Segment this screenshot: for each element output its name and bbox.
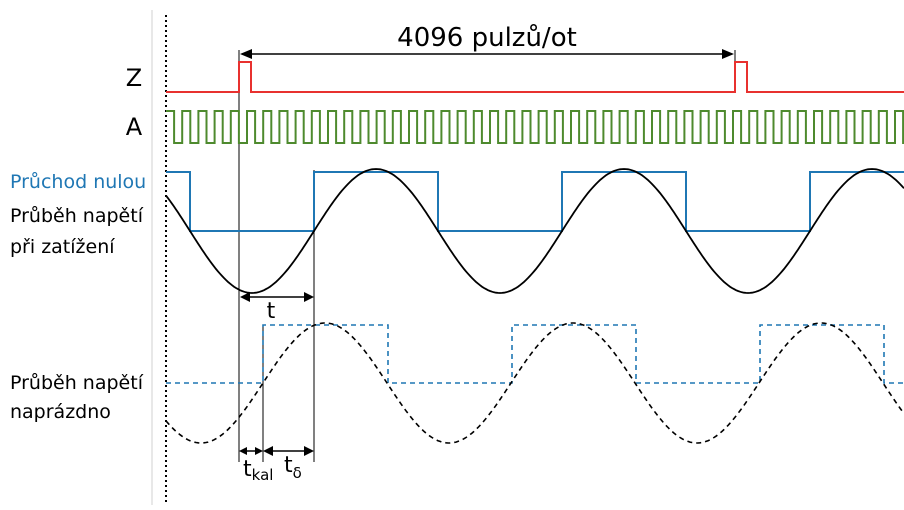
t-delta-arrow-right bbox=[304, 446, 314, 456]
t-label: t bbox=[267, 299, 276, 324]
zero-crossing-label: Průchod nulou bbox=[10, 171, 146, 193]
t-arrow-left bbox=[240, 292, 250, 302]
t-kal-sub: kal bbox=[252, 466, 274, 484]
a-channel-label: A bbox=[126, 113, 143, 141]
t-kal-arrow-left bbox=[239, 447, 247, 455]
load-voltage-label-1: Průběh napětí bbox=[10, 205, 144, 227]
t-arrow-right bbox=[304, 292, 314, 302]
pulses-arrow-left bbox=[240, 49, 252, 59]
pulses-arrow-right bbox=[722, 49, 734, 59]
t-kal-label: tkal bbox=[243, 457, 273, 484]
t-delta-sub: δ bbox=[293, 464, 302, 482]
z-channel-label: Z bbox=[126, 64, 142, 92]
noload-voltage-sine bbox=[165, 322, 904, 444]
t-kal-main: t bbox=[243, 457, 252, 482]
t-delta-arrow-left bbox=[263, 446, 273, 456]
noload-voltage-label-2: naprázdno bbox=[10, 401, 111, 423]
load-voltage-sine bbox=[165, 168, 904, 294]
noload-voltage-label-1: Průběh napětí bbox=[10, 372, 144, 394]
noload-zero-crossing-square bbox=[166, 324, 904, 384]
a-signal-trace bbox=[166, 110, 904, 144]
t-delta-main: t bbox=[284, 453, 293, 478]
z-signal-trace bbox=[166, 61, 904, 93]
pulses-per-rev-label: 4096 pulzů/ot bbox=[397, 23, 577, 53]
t-kal-arrow-right bbox=[255, 447, 263, 455]
t-delta-label: tδ bbox=[284, 453, 302, 482]
load-voltage-label-2: při zatížení bbox=[10, 236, 115, 258]
load-zero-crossing-square bbox=[166, 171, 904, 232]
